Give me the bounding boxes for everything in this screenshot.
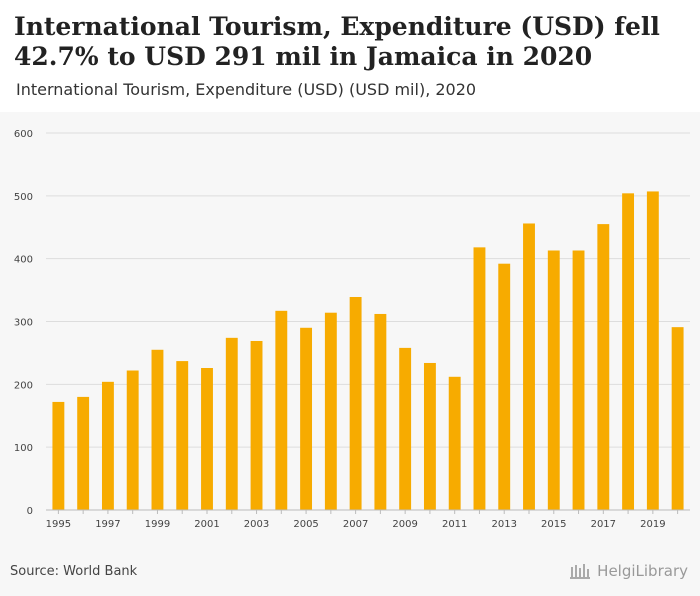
bar-2003 [250,340,263,510]
bar-2000 [176,361,189,510]
bar-1999 [151,349,164,510]
bar-2019 [646,191,659,510]
footer: Source: World Bank HelgiLibrary [0,552,700,596]
bar-2008 [374,313,387,510]
x-tick-label: 2009 [392,519,417,530]
bar-1995 [52,401,65,510]
y-tick-label: 300 [14,318,33,329]
x-tick-label: 1997 [95,519,120,530]
bar-2010 [423,362,436,510]
grid-layer [46,132,690,448]
bar-2015 [547,250,560,510]
bar-2013 [498,263,511,510]
x-tick-label: 2013 [492,519,517,530]
bar-2018 [622,193,635,510]
bar-2006 [324,312,337,510]
x-tick-label: 2019 [640,519,665,530]
brand-logo: HelgiLibrary [569,562,688,580]
y-tick-label: 200 [14,380,33,391]
bar-2009 [399,347,412,510]
x-tick-label: 2017 [591,519,616,530]
y-axis-ticks: 0 100 200 300 400 500 600 [14,129,33,517]
x-tick-label: 1999 [145,519,170,530]
page-title: International Tourism, Expenditure (USD)… [14,12,660,71]
chart-subtitle: International Tourism, Expenditure (USD)… [16,80,477,99]
y-tick-label: 0 [27,506,33,517]
header: International Tourism, Expenditure (USD)… [0,0,700,112]
bar-2011 [448,376,461,510]
bar-2001 [201,367,213,510]
source-note: Source: World Bank [10,564,138,579]
brand-name: HelgiLibrary [597,562,688,580]
bar-2020 [671,327,684,510]
bars [52,191,684,510]
x-tick-label: 2007 [343,519,368,530]
bar-2004 [275,310,288,510]
x-tick-label: 1995 [46,519,71,530]
bar-2012 [473,247,486,510]
y-tick-label: 100 [14,443,33,454]
bar-1998 [126,370,139,510]
y-tick-label: 600 [14,129,33,140]
library-icon [570,564,591,579]
x-tick-label: 2015 [541,519,566,530]
bar-2017 [597,224,610,510]
y-tick-label: 400 [14,255,33,266]
x-tick-label: 2003 [244,519,269,530]
y-tick-label: 500 [14,192,33,203]
x-axis-ticks: 1995 1997 1999 2001 2003 2005 2007 2009 2011 2013… [46,510,679,530]
bar-2007 [349,296,362,510]
bar-2002 [225,337,238,510]
x-tick-label: 2011 [442,519,467,530]
bar-2014 [523,223,535,510]
bar-1997 [101,381,114,510]
bar-2005 [300,327,313,510]
bar-chart: 0 100 200 300 400 500 600 1995 1997 1999 2001 2003… [14,129,690,530]
bar-2016 [572,250,585,510]
chart-area: 0 100 200 300 400 500 600 1995 1997 1999 2001 2003… [0,112,700,552]
x-tick-label: 2001 [194,519,219,530]
x-tick-label: 2005 [293,519,318,530]
bar-1996 [77,396,90,510]
